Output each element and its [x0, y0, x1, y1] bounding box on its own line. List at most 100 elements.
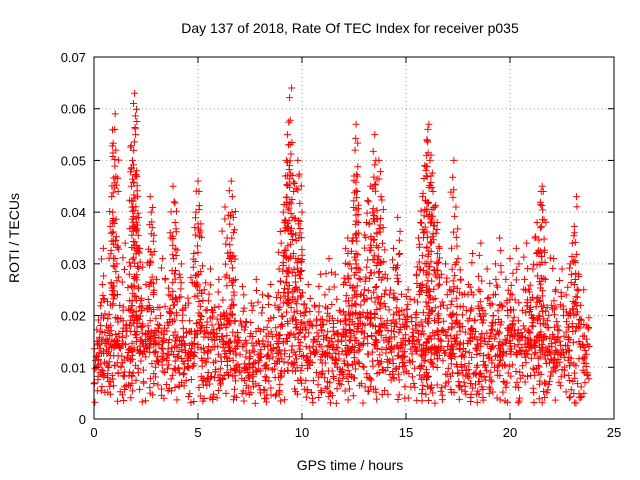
data-point — [147, 258, 155, 266]
data-point — [290, 178, 298, 186]
data-point — [478, 383, 486, 391]
data-point — [351, 146, 359, 154]
data-point — [446, 346, 454, 354]
data-point — [217, 353, 225, 361]
data-point — [200, 328, 208, 336]
data-point — [139, 366, 147, 374]
data-point — [227, 177, 235, 185]
data-point — [352, 134, 360, 142]
data-point — [285, 353, 293, 361]
data-point — [179, 371, 187, 379]
data-point — [94, 337, 102, 345]
data-point — [173, 353, 181, 361]
data-point — [163, 365, 171, 373]
data-point — [427, 308, 435, 316]
data-point — [339, 375, 347, 383]
data-point — [92, 356, 100, 364]
data-point — [101, 328, 109, 336]
data-point — [526, 328, 534, 336]
data-point — [367, 376, 375, 384]
data-point — [442, 278, 450, 286]
data-point — [523, 337, 531, 345]
data-point — [363, 333, 371, 341]
data-point — [370, 310, 378, 318]
data-point — [275, 265, 283, 273]
data-point — [216, 324, 224, 332]
data-point — [242, 389, 250, 397]
data-point — [265, 301, 273, 309]
data-point — [395, 236, 403, 244]
data-point — [133, 225, 141, 233]
data-point — [402, 292, 410, 300]
data-point — [307, 389, 315, 397]
data-point — [171, 357, 179, 365]
data-point — [136, 258, 144, 266]
data-point — [149, 306, 157, 314]
data-point — [104, 374, 112, 382]
data-point — [191, 231, 199, 239]
data-point — [138, 306, 146, 314]
data-point — [544, 352, 552, 360]
data-point — [510, 313, 518, 321]
data-point — [344, 272, 352, 280]
data-point — [432, 201, 440, 209]
data-point — [485, 353, 493, 361]
data-point — [543, 304, 551, 312]
data-point — [550, 323, 558, 331]
data-point — [145, 282, 153, 290]
data-point — [234, 336, 242, 344]
data-point — [247, 299, 255, 307]
data-point — [377, 323, 385, 331]
data-point — [210, 390, 218, 398]
data-point — [110, 338, 118, 346]
data-point — [194, 242, 202, 250]
data-point — [364, 350, 372, 358]
data-point — [205, 290, 213, 298]
data-point — [532, 338, 540, 346]
data-point — [433, 364, 441, 372]
data-point — [120, 356, 128, 364]
data-point — [149, 391, 157, 399]
data-point — [178, 317, 186, 325]
data-point — [213, 315, 221, 323]
data-point — [158, 385, 166, 393]
data-point — [110, 295, 118, 303]
data-point — [376, 304, 384, 312]
data-point — [142, 353, 150, 361]
data-point — [257, 346, 265, 354]
data-point — [473, 335, 481, 343]
data-point — [199, 297, 207, 305]
data-point — [263, 374, 271, 382]
data-point — [250, 348, 258, 356]
data-point — [378, 366, 386, 374]
data-point — [182, 347, 190, 355]
data-point — [349, 374, 357, 382]
data-point — [369, 357, 377, 365]
data-point — [556, 358, 564, 366]
data-point — [409, 333, 417, 341]
data-point — [132, 337, 140, 345]
data-point — [323, 304, 331, 312]
data-point — [418, 252, 426, 260]
data-point — [504, 324, 512, 332]
data-point — [292, 236, 300, 244]
data-point — [354, 324, 362, 332]
x-tick-label: 0 — [90, 425, 97, 440]
data-point — [381, 290, 389, 298]
data-point — [357, 301, 365, 309]
data-point — [348, 318, 356, 326]
data-point — [532, 349, 540, 357]
data-point — [568, 305, 576, 313]
data-point — [369, 256, 377, 264]
data-point — [497, 262, 505, 270]
data-point — [399, 348, 407, 356]
data-point — [453, 242, 461, 250]
data-point — [541, 275, 549, 283]
data-point — [533, 249, 541, 257]
data-point — [413, 272, 421, 280]
x-tick-label: 15 — [399, 425, 413, 440]
data-point — [196, 302, 204, 310]
data-point — [565, 347, 573, 355]
data-point — [110, 219, 118, 227]
data-point — [496, 347, 504, 355]
